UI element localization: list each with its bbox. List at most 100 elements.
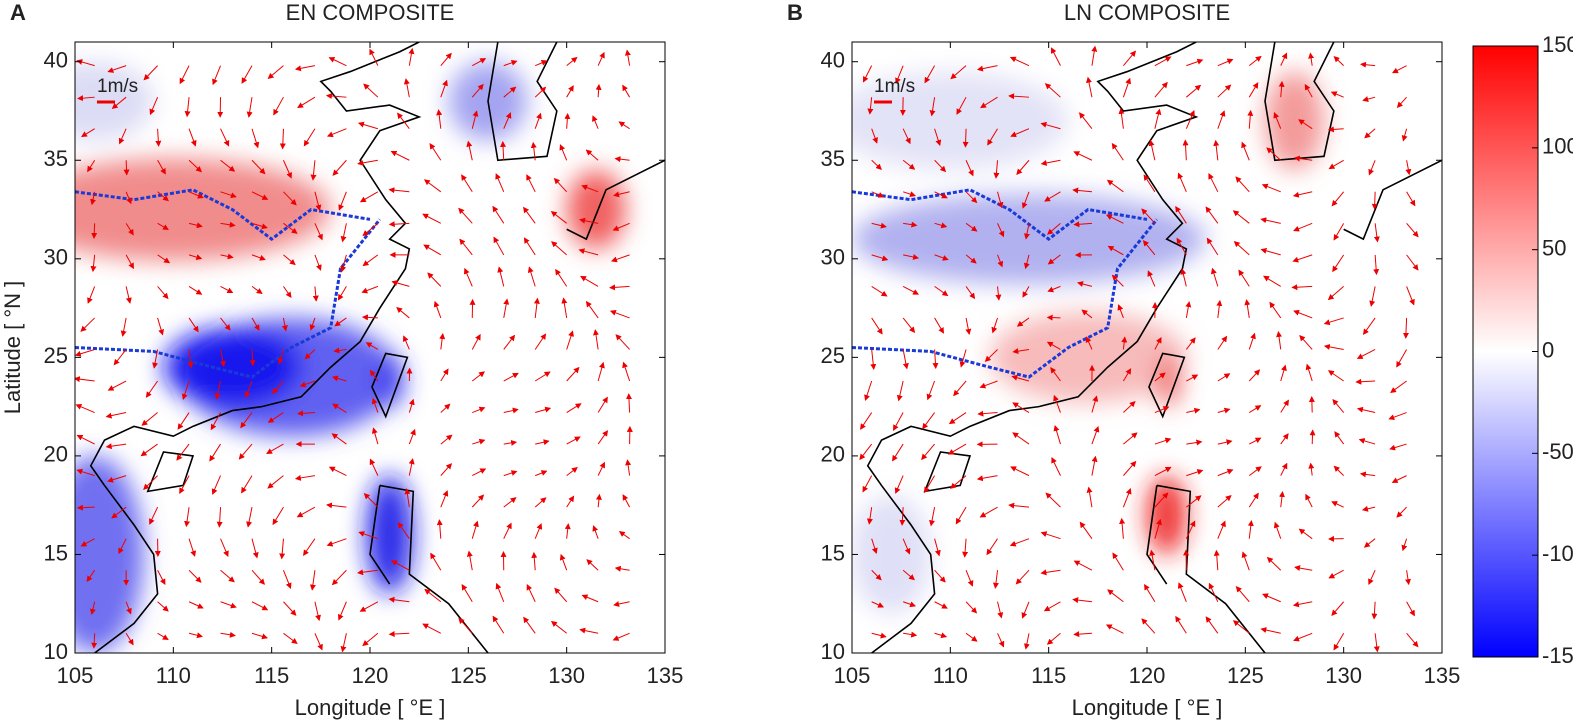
wind-vector [921, 443, 935, 461]
wind-vector [1292, 191, 1313, 198]
wind-vector [1276, 331, 1283, 350]
wind-vector [1355, 378, 1376, 385]
wind-vector [622, 494, 631, 508]
panel-title: EN COMPOSITE [286, 0, 455, 25]
wind-vector [424, 588, 442, 603]
wind-vector [220, 221, 236, 228]
wind-vector [326, 538, 347, 547]
wind-vector [934, 285, 949, 297]
wind-vector [1186, 374, 1199, 382]
y-tick-label: 20 [44, 442, 68, 467]
wind-vector [871, 222, 887, 229]
wind-vector [251, 538, 259, 559]
wind-vector [492, 205, 505, 224]
wind-vector [592, 115, 599, 129]
x-tick-label: 105 [834, 663, 871, 688]
wind-vector [965, 254, 977, 264]
wind-vector [396, 306, 410, 319]
wind-vector [1235, 176, 1250, 193]
wind-vector [340, 223, 347, 243]
wind-vector [1147, 270, 1156, 287]
wind-vector [266, 443, 284, 454]
wind-vector [1217, 407, 1231, 414]
wind-vector [523, 237, 536, 256]
panel-title: LN COMPOSITE [1064, 0, 1230, 25]
wind-vector [1154, 466, 1172, 477]
wind-vector [1121, 336, 1128, 350]
wind-vector [1249, 405, 1262, 413]
wind-vector [391, 560, 410, 571]
wind-vector [1292, 254, 1313, 263]
wind-vector [566, 495, 575, 508]
wind-vector [894, 475, 904, 494]
wind-vector [111, 96, 127, 110]
wind-vector [1359, 61, 1376, 68]
wind-vector [1073, 151, 1093, 161]
wind-vector [1023, 254, 1030, 270]
wind-vector [125, 254, 134, 270]
wind-vector [281, 317, 288, 332]
wind-vector [534, 371, 551, 382]
wind-vector [251, 222, 268, 230]
wind-vector [1388, 412, 1407, 421]
wind-vector [533, 297, 540, 318]
x-tick-label: 120 [352, 663, 389, 688]
wind-vector [902, 285, 920, 295]
wind-vector [965, 191, 978, 204]
wind-vector [1205, 206, 1219, 224]
wind-vector [1217, 373, 1231, 382]
wind-vector [534, 112, 542, 129]
wind-vector [439, 333, 446, 350]
wind-vector [1107, 589, 1124, 603]
wind-vector [461, 174, 473, 193]
wind-vector [1046, 632, 1061, 645]
wind-vector [1331, 601, 1345, 616]
wind-vector [337, 601, 347, 621]
wind-vector [526, 174, 536, 193]
wind-vector [458, 207, 473, 224]
wind-vector [1327, 126, 1344, 133]
wind-vector [564, 112, 571, 129]
wind-vector [466, 550, 473, 571]
wind-vector [75, 348, 95, 357]
wind-vector [1091, 45, 1098, 66]
wind-vector [297, 410, 315, 417]
wind-vector [1308, 52, 1315, 66]
wind-vector [1363, 538, 1376, 548]
wind-vector [1079, 521, 1093, 539]
wind-vector [314, 601, 321, 622]
wind-vector [369, 48, 379, 66]
wind-vector [472, 58, 487, 67]
wind-vector [1248, 55, 1262, 67]
wind-vector [251, 317, 260, 331]
wind-vector [184, 97, 191, 118]
wind-vector [283, 632, 298, 644]
wind-vector [388, 221, 410, 228]
wind-vector [534, 333, 547, 350]
wind-vector [1123, 50, 1137, 66]
wind-vector [436, 519, 443, 539]
wind-vector [427, 272, 442, 287]
wind-vector [526, 584, 536, 602]
wind-vector [408, 398, 415, 413]
wind-vector [902, 349, 909, 370]
wind-vector [1154, 372, 1166, 382]
wind-vector [566, 330, 574, 350]
x-tick-label: 120 [1129, 663, 1166, 688]
wind-vector [564, 523, 571, 539]
wind-vector [1248, 466, 1262, 477]
wind-vector [902, 569, 915, 581]
wind-vector [361, 314, 378, 321]
wind-vector [1392, 65, 1407, 74]
wind-vector [1023, 633, 1030, 650]
wind-vector [1012, 432, 1030, 445]
wind-vector [362, 254, 379, 267]
wind-vector [953, 380, 967, 397]
wind-vector [615, 334, 630, 350]
wind-vector [357, 121, 379, 130]
wind-vector [296, 506, 316, 518]
wind-vector [181, 380, 190, 401]
wind-vector [926, 380, 936, 401]
wind-vector [1047, 254, 1061, 265]
